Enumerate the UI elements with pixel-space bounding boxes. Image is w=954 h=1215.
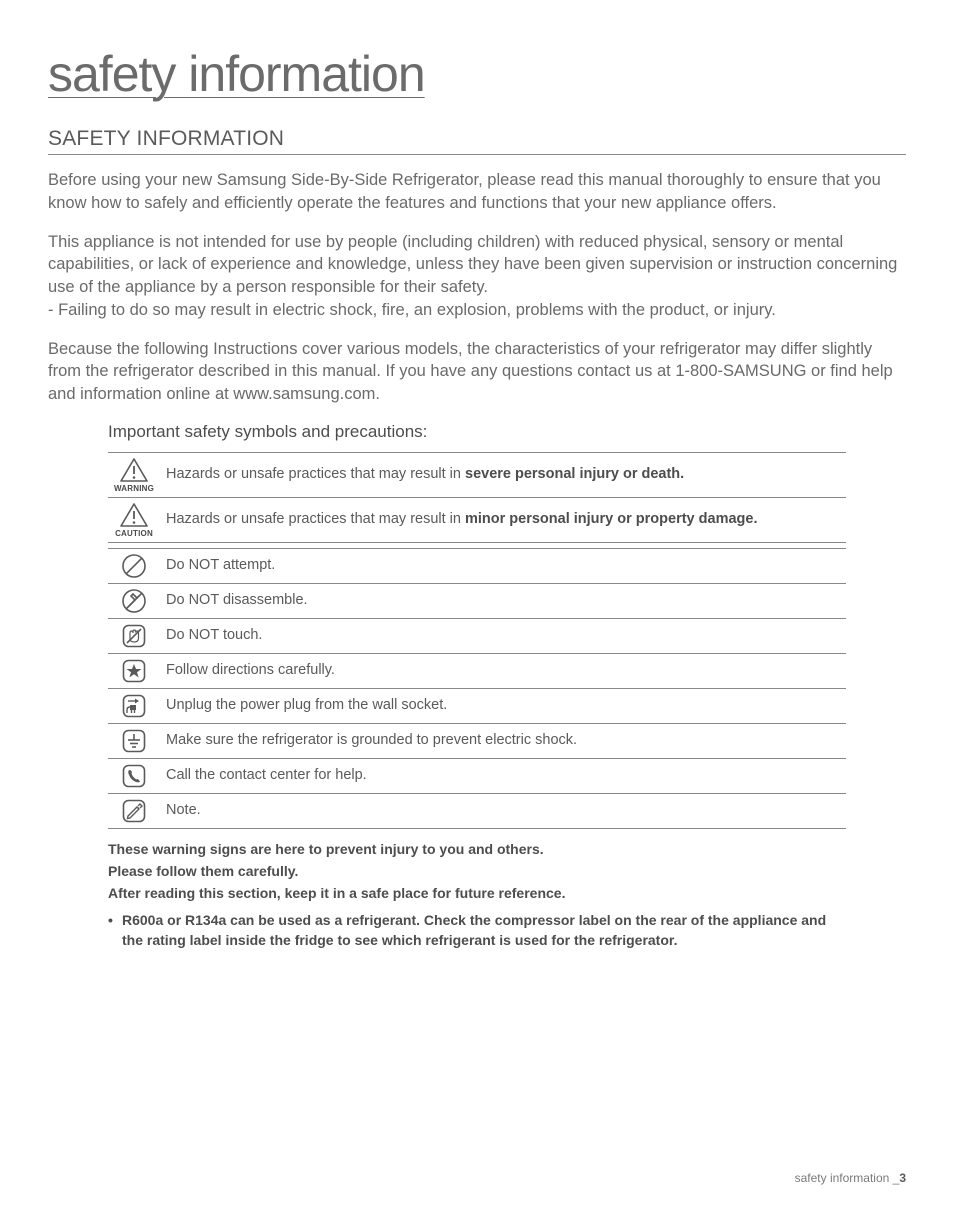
caution-text-bold: minor personal injury or property damage… — [465, 511, 757, 527]
bullet-dot: • — [108, 910, 122, 951]
note-icon — [121, 798, 147, 824]
note-text: Note. — [160, 793, 846, 828]
closing-line-3: After reading this section, keep it in a… — [108, 883, 846, 903]
ground-icon — [121, 728, 147, 754]
table-row: Make sure the refrigerator is grounded t… — [108, 723, 846, 758]
intro-paragraph-2b: - Failing to do so may result in electri… — [48, 301, 776, 319]
warning-triangle-icon — [119, 457, 149, 483]
call-text: Call the contact center for help. — [160, 758, 846, 793]
ground-text: Make sure the refrigerator is grounded t… — [160, 723, 846, 758]
warning-text-pre: Hazards or unsafe practices that may res… — [166, 466, 465, 482]
table-row: Unplug the power plug from the wall sock… — [108, 688, 846, 723]
warning-text-bold: severe personal injury or death. — [465, 466, 684, 482]
table-row: Note. — [108, 793, 846, 828]
no-disassemble-icon — [121, 588, 147, 614]
table-row: Do NOT disassemble. — [108, 583, 846, 618]
follow-icon-cell — [108, 653, 160, 688]
intro-paragraph-1: Before using your new Samsung Side-By-Si… — [48, 169, 906, 215]
table-row: Call the contact center for help. — [108, 758, 846, 793]
symbol-table: WARNING Hazards or unsafe practices that… — [108, 452, 846, 829]
no-attempt-icon-cell — [108, 548, 160, 583]
phone-icon — [121, 763, 147, 789]
caution-icon-cell: CAUTION — [108, 497, 160, 542]
closing-block: These warning signs are here to prevent … — [108, 839, 846, 950]
warning-icon-cell: WARNING — [108, 452, 160, 497]
prohibit-icon — [121, 553, 147, 579]
sub-heading: Important safety symbols and precautions… — [108, 422, 906, 442]
ground-icon-cell — [108, 723, 160, 758]
caution-triangle-icon — [119, 502, 149, 528]
follow-text: Follow directions carefully. — [160, 653, 846, 688]
table-row: Do NOT attempt. — [108, 548, 846, 583]
no-touch-icon — [121, 623, 147, 649]
intro-paragraph-2a: This appliance is not intended for use b… — [48, 233, 897, 297]
no-disassemble-text: Do NOT disassemble. — [160, 583, 846, 618]
section-heading: SAFETY INFORMATION — [48, 127, 906, 155]
table-row: Do NOT touch. — [108, 618, 846, 653]
footer-text: safety information _ — [795, 1171, 900, 1185]
caution-text: Hazards or unsafe practices that may res… — [160, 497, 846, 542]
caution-text-pre: Hazards or unsafe practices that may res… — [166, 511, 465, 527]
page-footer: safety information _3 — [795, 1171, 906, 1185]
intro-paragraph-2: This appliance is not intended for use b… — [48, 231, 906, 322]
call-icon-cell — [108, 758, 160, 793]
bullet-item: • R600a or R134a can be used as a refrig… — [108, 910, 846, 951]
note-icon-cell — [108, 793, 160, 828]
no-touch-icon-cell — [108, 618, 160, 653]
closing-line-2: Please follow them carefully. — [108, 861, 846, 881]
table-row: CAUTION Hazards or unsafe practices that… — [108, 497, 846, 542]
unplug-icon — [121, 693, 147, 719]
bullet-text: R600a or R134a can be used as a refriger… — [122, 910, 846, 951]
no-attempt-text: Do NOT attempt. — [160, 548, 846, 583]
unplug-icon-cell — [108, 688, 160, 723]
unplug-text: Unplug the power plug from the wall sock… — [160, 688, 846, 723]
table-row: WARNING Hazards or unsafe practices that… — [108, 452, 846, 497]
warning-label: WARNING — [108, 484, 160, 493]
table-row: Follow directions carefully. — [108, 653, 846, 688]
no-touch-text: Do NOT touch. — [160, 618, 846, 653]
page-title: safety information — [48, 45, 906, 103]
no-disassemble-icon-cell — [108, 583, 160, 618]
star-icon — [121, 658, 147, 684]
warning-text: Hazards or unsafe practices that may res… — [160, 452, 846, 497]
caution-label: CAUTION — [108, 529, 160, 538]
closing-line-1: These warning signs are here to prevent … — [108, 839, 846, 859]
symbol-table-wrapper: WARNING Hazards or unsafe practices that… — [108, 452, 846, 829]
intro-paragraph-3: Because the following Instructions cover… — [48, 338, 906, 406]
footer-page-number: 3 — [899, 1171, 906, 1185]
